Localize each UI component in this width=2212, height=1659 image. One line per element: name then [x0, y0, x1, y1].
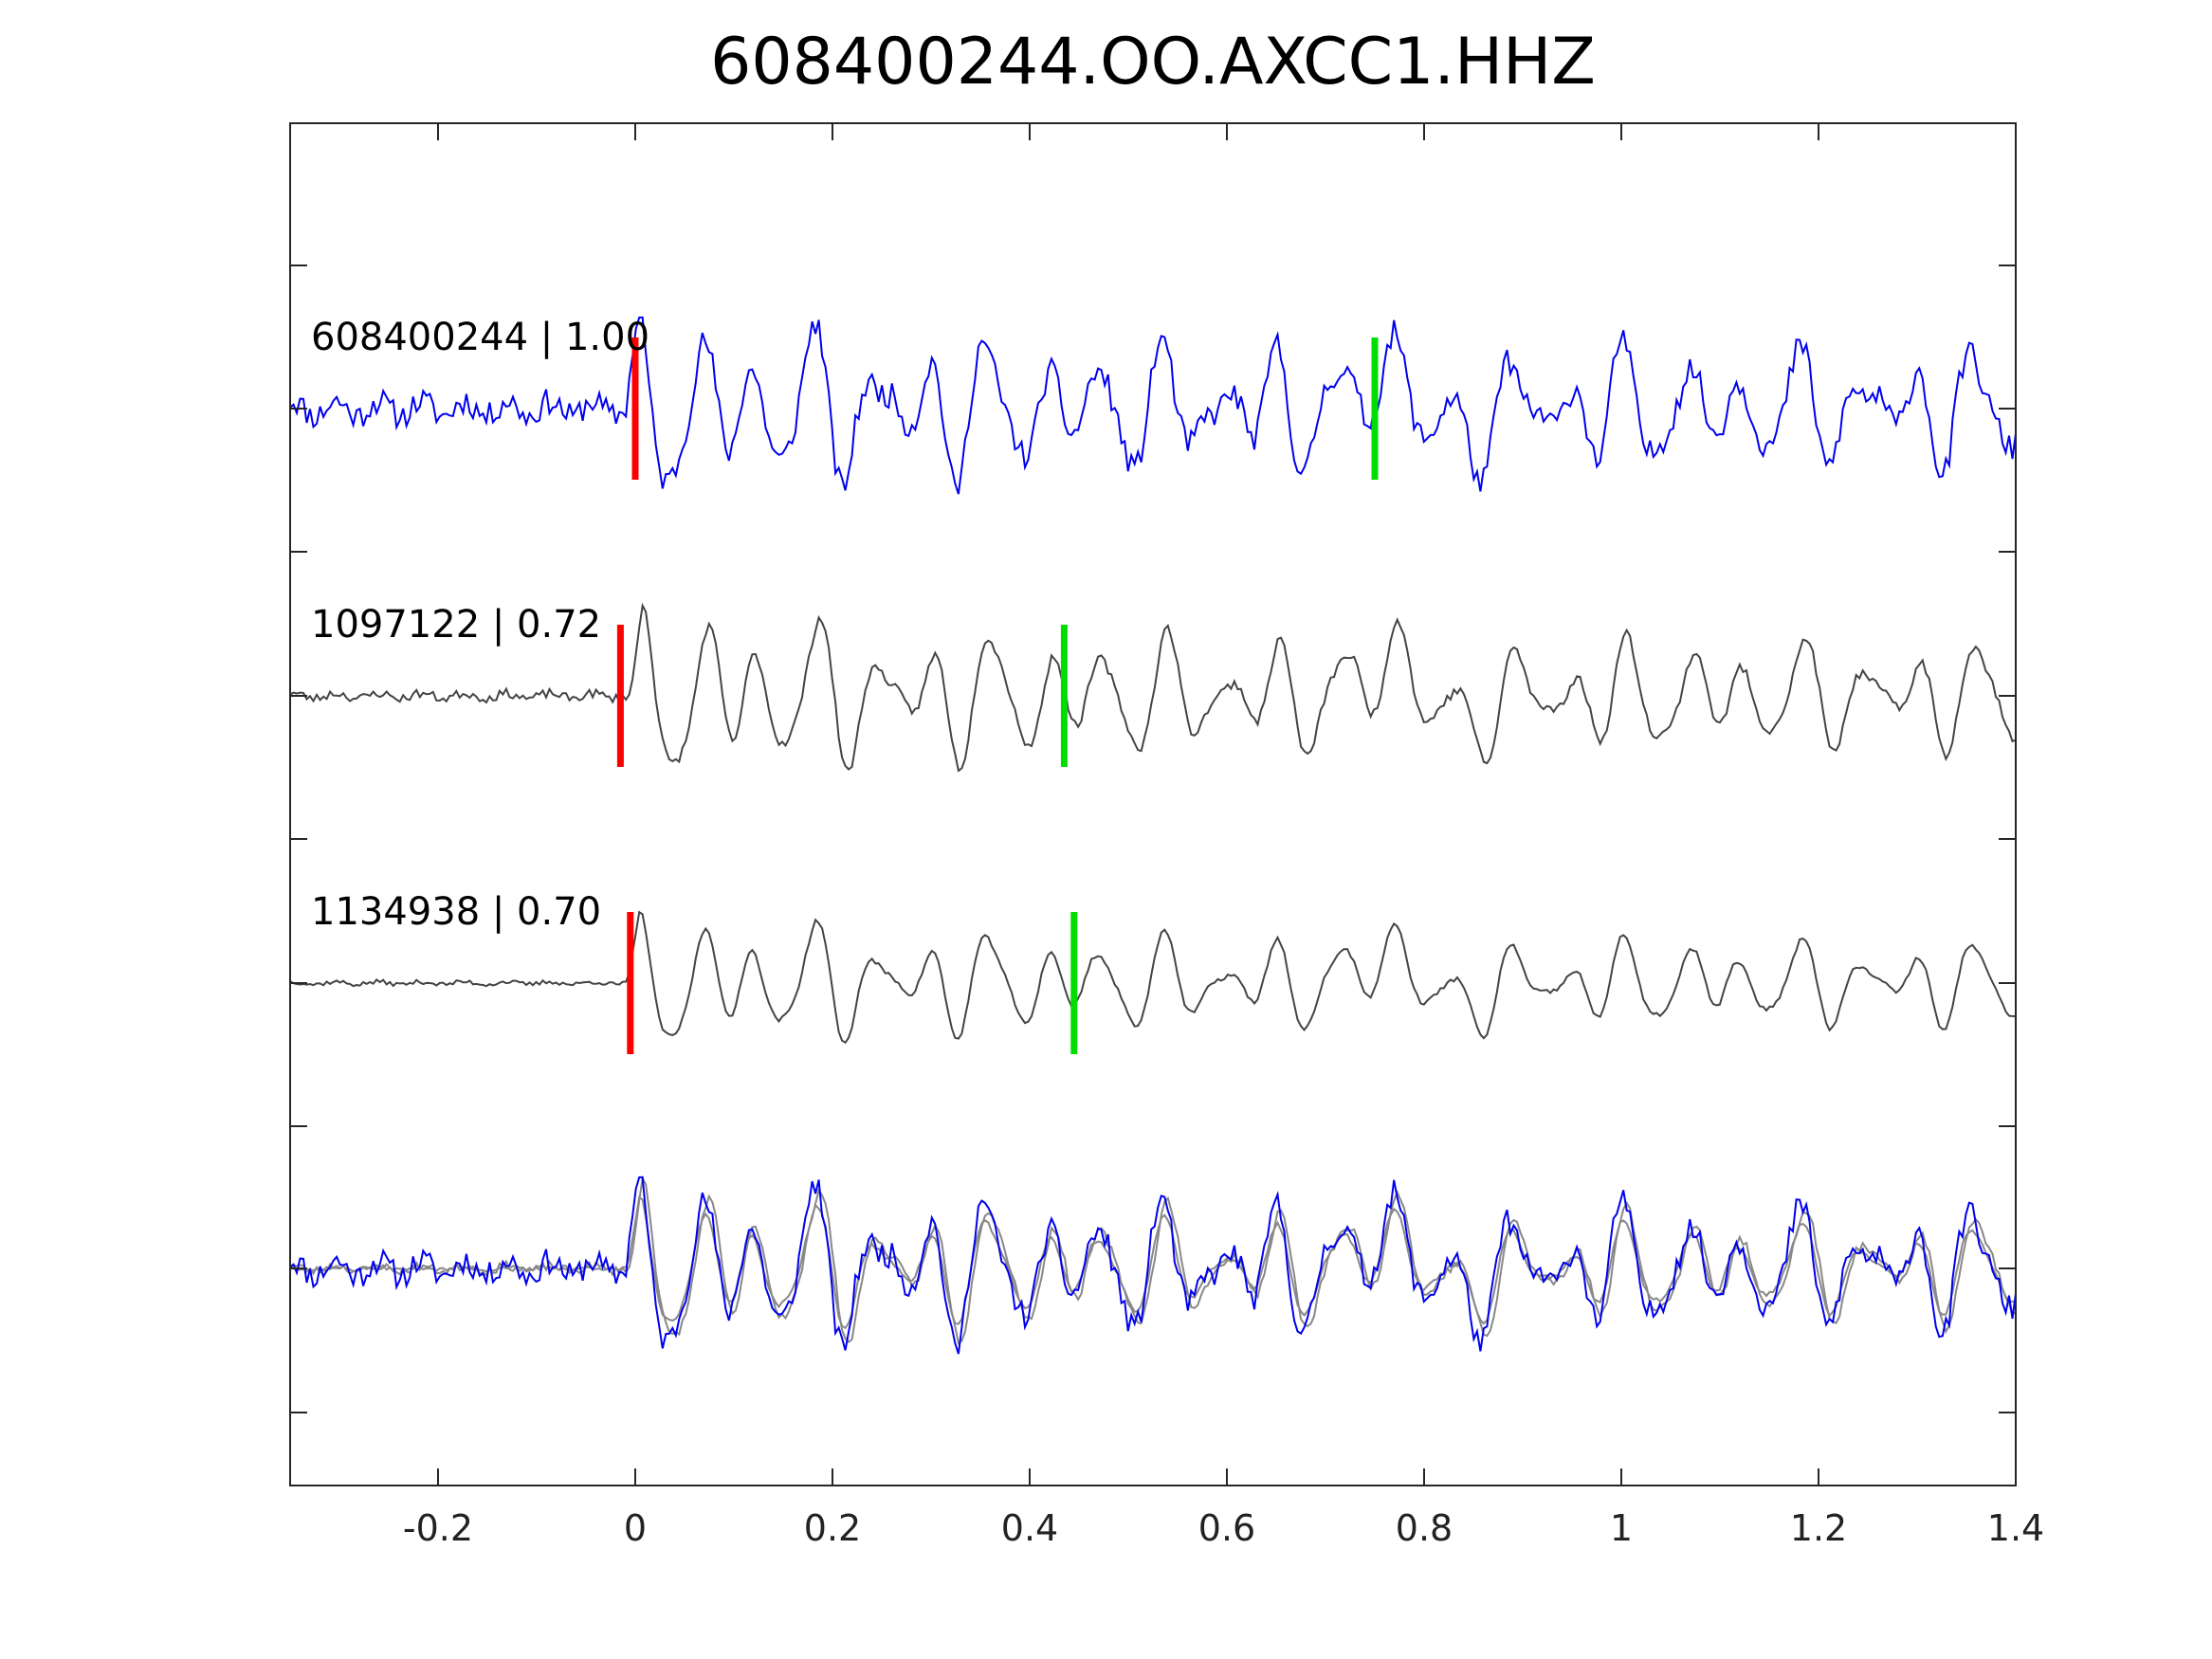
trace-label-1097122: 1097122 | 0.72 [311, 603, 601, 647]
x-tick-label: 1 [1610, 1507, 1633, 1549]
x-tick-label: 0.6 [1198, 1507, 1255, 1549]
x-tick-label: 0.4 [1001, 1507, 1058, 1549]
trace-label-1134938: 1134938 | 0.70 [311, 890, 601, 934]
overlay-trace-608400244 [289, 1176, 2017, 1355]
x-tick-label: 1.2 [1790, 1507, 1847, 1549]
x-tick-label: 1.4 [1987, 1507, 2044, 1549]
x-tick-label: 0.8 [1396, 1507, 1453, 1549]
picks-layer [616, 337, 1379, 1054]
traces-layer [289, 316, 2017, 1355]
trace-label-608400244: 608400244 | 1.00 [311, 316, 649, 359]
overlay-trace-1097122 [289, 1175, 2017, 1345]
x-tick-label: 0.2 [804, 1507, 861, 1549]
ticks-layer: -0.2 0 0.2 0.4 0.6 0.8 1 1.2 1.4 [290, 123, 2044, 1549]
trace-1134938 [289, 910, 2017, 1045]
labels-layer: 608400244 | 1.00 1097122 | 0.72 1134938 | … [311, 316, 649, 934]
x-tick-label: 0 [624, 1507, 647, 1549]
chart-title: 608400244.OO.AXCC1.HHZ [710, 25, 1596, 100]
x-tick-label: -0.2 [403, 1507, 473, 1549]
axes-layer [289, 122, 2017, 1486]
trace-1097122 [289, 602, 2017, 773]
plot-frame [289, 122, 2017, 1486]
trace-608400244 [289, 316, 2017, 495]
